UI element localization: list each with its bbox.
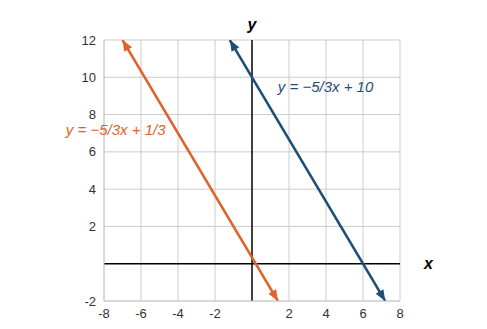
svg-text:-2: -2 [209,306,221,321]
svg-text:-4: -4 [172,306,184,321]
svg-text:-8: -8 [98,306,110,321]
svg-text:6: 6 [359,306,366,321]
svg-text:4: 4 [322,306,329,321]
svg-text:2: 2 [285,306,292,321]
svg-text:-2: -2 [84,294,96,309]
svg-text:12: 12 [82,33,96,48]
svg-text:2: 2 [89,219,96,234]
svg-text:10: 10 [82,70,96,85]
svg-text:4: 4 [89,182,96,197]
svg-text:-6: -6 [135,306,147,321]
svg-text:8: 8 [89,107,96,122]
svg-text:8: 8 [396,306,403,321]
svg-text:x: x [423,255,434,272]
svg-text:y: y [247,16,258,33]
svg-text:y = −5/3x + 10: y = −5/3x + 10 [277,78,374,95]
svg-text:y = −5/3x + 1/3: y = −5/3x + 1/3 [65,121,166,138]
svg-text:6: 6 [89,144,96,159]
